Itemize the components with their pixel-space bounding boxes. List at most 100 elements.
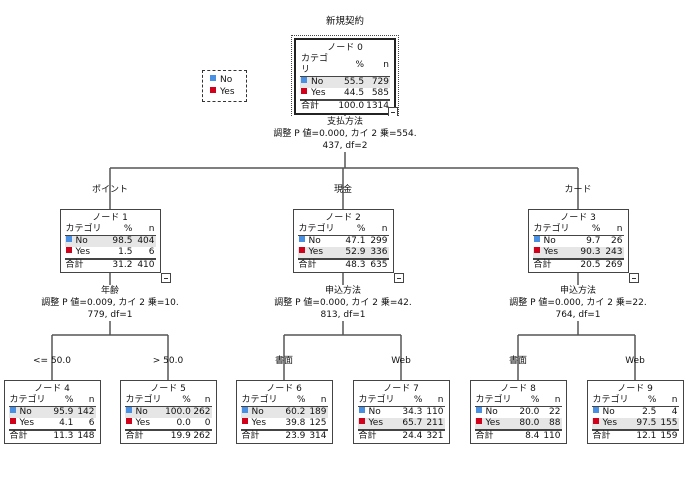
category-cell: Yes bbox=[241, 418, 283, 430]
total-row: 合計 23.9 314 bbox=[240, 429, 328, 442]
collapse-node-button[interactable] bbox=[628, 273, 639, 283]
column-header: % bbox=[108, 224, 134, 236]
branch-label: <= 50.0 bbox=[33, 356, 71, 366]
pct-cell: 0.0 bbox=[176, 418, 191, 428]
column-header: n bbox=[601, 224, 624, 236]
collapse-node-button[interactable] bbox=[160, 273, 171, 283]
n-cell: 243 bbox=[601, 247, 624, 259]
branch-label: ポイント bbox=[91, 185, 128, 195]
collapse-node-button[interactable] bbox=[393, 273, 404, 283]
node-table-header: カテゴリ% n bbox=[8, 395, 96, 407]
node-table-header: カテゴリ% n bbox=[591, 395, 679, 407]
split-info: 支払方法 調整 P 値=0.000, カイ 2 乗=554. 437, df=2 bbox=[265, 116, 425, 152]
tree-node-2[interactable]: ノード 2 カテゴリ% n No 47.1 299 Yes 52.9 336 合計 48.3 635 bbox=[292, 209, 394, 273]
no-swatch-icon bbox=[301, 77, 307, 83]
category-row: Yes 65.7 211 bbox=[357, 418, 445, 430]
no-swatch-icon bbox=[592, 407, 599, 413]
column-header: % bbox=[399, 395, 424, 407]
node-title: ノード 0 bbox=[327, 43, 363, 53]
total-label: 合計 bbox=[64, 258, 109, 271]
tree-node-9[interactable]: ノード 9 カテゴリ% n No 2.5 4 Yes 97.5 155 合計 12.1 159 bbox=[586, 380, 684, 444]
category-label: No bbox=[251, 407, 264, 417]
node-table-header: カテゴリ% n bbox=[240, 395, 328, 407]
n-cell: 26 bbox=[611, 236, 623, 246]
pct-cell: 95.9 bbox=[50, 406, 75, 418]
split-statistic: 764, df=1 bbox=[555, 310, 601, 320]
column-header: n bbox=[133, 224, 156, 236]
pct-cell: 44.5 bbox=[344, 88, 365, 98]
tree-node-6[interactable]: ノード 6 カテゴリ% n No 60.2 189 Yes 39.8 125 合計 23.9 314 bbox=[235, 380, 333, 444]
no-swatch-icon bbox=[298, 236, 305, 242]
no-swatch-icon bbox=[65, 236, 72, 242]
legend-label: Yes bbox=[220, 87, 235, 97]
total-pct: 48.3 bbox=[341, 258, 367, 271]
n-cell: 6 bbox=[88, 418, 95, 428]
tree-node-4[interactable]: ノード 4 カテゴリ% n No 95.9 142 Yes 4.1 6 合計 11.3 148 bbox=[3, 380, 101, 444]
pct-cell: 34.3 bbox=[402, 407, 423, 417]
no-swatch-icon bbox=[9, 407, 16, 413]
node-table: カテゴリ% n No 60.2 189 Yes 39.8 125 合計 23.9 314 bbox=[240, 395, 328, 442]
pct-cell: 90.3 bbox=[576, 247, 602, 259]
pct-cell: 65.7 bbox=[399, 418, 424, 430]
n-cell: 155 bbox=[657, 418, 679, 430]
category-row: Yes 80.0 88 bbox=[474, 418, 562, 430]
split-info: 年齢 調整 P 値=0.009, カイ 2 乗=10. 779, df=1 bbox=[30, 285, 190, 321]
category-cell: Yes bbox=[357, 418, 400, 430]
category-row: No 60.2 189 bbox=[240, 406, 328, 418]
legend: No Yes bbox=[202, 70, 247, 102]
pct-cell: 20.0 bbox=[519, 407, 540, 417]
tree-node-5[interactable]: ノード 5 カテゴリ% n No 100.0 262 Yes 0.0 0 合計 19.9 262 bbox=[119, 380, 217, 444]
n-cell: 0 bbox=[204, 418, 211, 428]
column-header: n bbox=[657, 395, 679, 407]
category-label: No bbox=[308, 236, 321, 246]
category-label: Yes bbox=[311, 88, 326, 98]
node-table: カテゴリ% n No 98.5 404 Yes 1.5 6 合計 31.2 410 bbox=[64, 224, 156, 271]
tree-node-8[interactable]: ノード 8 カテゴリ% n No 20.0 22 Yes 80.0 88 合計 8.4 110 bbox=[469, 380, 567, 444]
node-table-header: カテゴリ% n bbox=[124, 395, 212, 407]
tree-node-1[interactable]: ノード 1 カテゴリ% n No 98.5 404 Yes 1.5 6 合計 31.2 410 bbox=[59, 209, 161, 273]
category-cell: No bbox=[240, 406, 283, 418]
n-cell: 125 bbox=[309, 418, 327, 428]
pct-cell: 100.0 bbox=[163, 406, 192, 418]
pct-cell: 1.5 bbox=[118, 247, 133, 257]
category-label: Yes bbox=[75, 247, 91, 257]
split-variable: 申込方法 bbox=[559, 286, 596, 296]
column-header: カテゴリ bbox=[591, 395, 634, 407]
node-title: ノード 7 bbox=[383, 384, 419, 394]
category-cell: Yes bbox=[591, 418, 634, 430]
category-row: No 9.7 26 bbox=[533, 236, 624, 248]
column-header: カテゴリ bbox=[300, 54, 338, 77]
split-statistic: 調整 P 値=0.009, カイ 2 乗=10. bbox=[41, 298, 179, 308]
tree-node-0[interactable]: ノード 0 カテゴリ% n No 55.5 729 Yes 44.5 585 合計 100.0 131… bbox=[291, 35, 399, 118]
total-pct: 19.9 bbox=[163, 429, 192, 442]
total-label: 合計 bbox=[474, 429, 517, 442]
yes-swatch-icon bbox=[298, 247, 305, 253]
total-n: 410 bbox=[133, 258, 156, 271]
category-label: No bbox=[311, 77, 324, 87]
column-header: n bbox=[366, 224, 389, 236]
category-row: Yes 0.0 0 bbox=[125, 418, 212, 430]
pct-cell: 52.9 bbox=[341, 247, 367, 259]
category-row: Yes 4.1 6 bbox=[9, 418, 96, 430]
total-label: 合計 bbox=[357, 429, 400, 442]
category-label: Yes bbox=[543, 247, 559, 257]
total-n: 321 bbox=[423, 429, 445, 442]
category-label: Yes bbox=[485, 418, 501, 428]
category-row: Yes 97.5 155 bbox=[591, 418, 679, 430]
column-header: n bbox=[74, 395, 96, 407]
no-swatch-icon bbox=[125, 407, 132, 413]
category-row: No 55.5 729 bbox=[300, 76, 390, 88]
total-n: 148 bbox=[74, 429, 96, 442]
tree-node-3[interactable]: ノード 3 カテゴリ% n No 9.7 26 Yes 90.3 243 合計 20.5 269 bbox=[527, 209, 629, 273]
split-info: 申込方法 調整 P 値=0.000, カイ 2 乗=22. 764, df=1 bbox=[498, 285, 658, 321]
category-row: Yes 44.5 585 bbox=[300, 88, 390, 100]
node-title: ノード 1 bbox=[92, 213, 128, 223]
no-swatch-icon bbox=[533, 236, 540, 242]
tree-node-7[interactable]: ノード 7 カテゴリ% n No 34.3 110 Yes 65.7 211 合計 24.4 321 bbox=[352, 380, 450, 444]
node-title: ノード 9 bbox=[617, 384, 653, 394]
column-header: カテゴリ bbox=[357, 395, 400, 407]
split-statistic: 調整 P 値=0.000, カイ 2 乗=42. bbox=[274, 298, 412, 308]
total-row: 合計 11.3 148 bbox=[8, 429, 96, 442]
n-cell: 110 bbox=[426, 407, 444, 417]
